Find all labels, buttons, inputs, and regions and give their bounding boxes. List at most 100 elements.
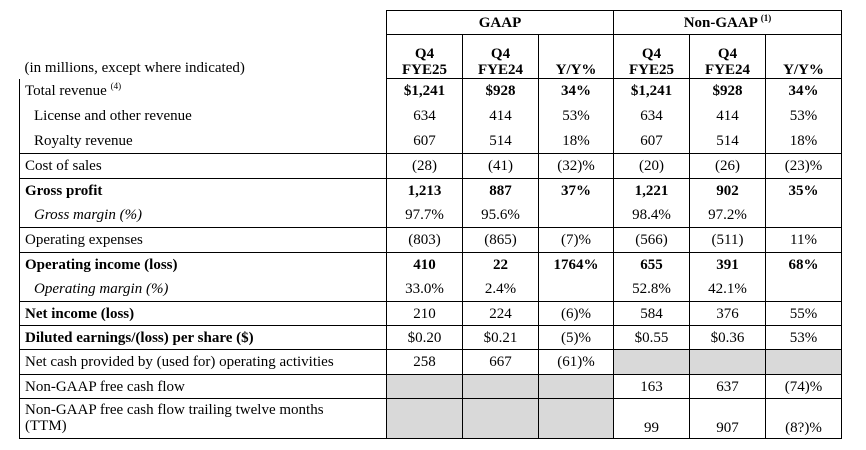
column-header-row: (in millions, except where indicated) Q4… — [20, 34, 842, 79]
table-cell: 34% — [538, 78, 614, 104]
table-cell-empty — [689, 349, 766, 375]
row-label: Gross margin (%) — [19, 202, 387, 228]
table-cell: (41) — [462, 153, 539, 179]
table-cell: 98.4% — [613, 202, 690, 228]
table-cell: 634 — [386, 103, 463, 129]
col-header-gaap-q4-fye25: Q4 FYE25 — [386, 34, 463, 79]
table-cell: 42.1% — [689, 276, 766, 302]
row-label: Royalty revenue — [19, 128, 387, 154]
table-cell: 376 — [689, 301, 766, 326]
table-cell-empty — [386, 374, 463, 399]
row-label-text: Total revenue — [25, 83, 107, 99]
row-label: Total revenue (4) — [19, 78, 387, 104]
table-cell: 55% — [765, 301, 842, 326]
row-label: Net income (loss) — [19, 301, 387, 326]
table-cell: 514 — [462, 128, 539, 154]
row-label: Non-GAAP free cash flow — [19, 374, 387, 399]
table-cell: 391 — [689, 252, 766, 277]
table-row-operating-expenses: Operating expenses (803) (865) (7)% (566… — [19, 227, 842, 253]
row-label: License and other revenue — [19, 103, 387, 129]
table-cell-empty — [538, 374, 614, 399]
col-header-line2: FYE24 — [705, 62, 750, 78]
table-cell: 35% — [765, 178, 842, 203]
col-header-line2: FYE25 — [629, 62, 674, 78]
table-cell: (74)% — [765, 374, 842, 399]
col-header-line2: FYE25 — [402, 62, 447, 78]
table-cell: 258 — [386, 349, 463, 375]
row-label: Net cash provided by (used for) operatin… — [19, 349, 387, 375]
col-header-line1: Q4 — [490, 46, 511, 62]
table-row-free-cash-flow-ttm: Non-GAAP free cash flow trailing twelve … — [19, 398, 842, 439]
table-cell: (6)% — [538, 301, 614, 326]
table-cell: 637 — [689, 374, 766, 399]
units-label: (in millions, except where indicated) — [24, 59, 245, 76]
row-footnote: (4) — [110, 81, 122, 91]
table-cell: 584 — [613, 301, 690, 326]
table-cell: 97.2% — [689, 202, 766, 228]
table-cell: 53% — [538, 103, 614, 129]
table-cell: 667 — [462, 349, 539, 375]
col-header-line1: Q4 — [414, 46, 435, 62]
row-label: Gross profit — [19, 178, 387, 203]
table-cell: 18% — [765, 128, 842, 154]
table-cell: 1764% — [538, 252, 614, 277]
table-cell: 514 — [689, 128, 766, 154]
gaap-header-text: GAAP — [478, 14, 522, 31]
table-cell: (8?)% — [765, 398, 842, 439]
table-cell: (23)% — [765, 153, 842, 179]
table-cell: $0.21 — [462, 325, 539, 350]
table-cell: 634 — [613, 103, 690, 129]
table-row-diluted-eps: Diluted earnings/(loss) per share ($) $0… — [19, 325, 842, 350]
table-cell — [765, 276, 842, 302]
table-cell: $928 — [462, 78, 539, 104]
table-cell-empty — [613, 349, 690, 375]
table-row-gross-margin: Gross margin (%) 97.7% 95.6% 98.4% 97.2% — [19, 202, 842, 228]
table-row-royalty-revenue: Royalty revenue 607 514 18% 607 514 18% — [19, 128, 842, 154]
row-label: Operating margin (%) — [19, 276, 387, 302]
table-cell: $1,241 — [386, 78, 463, 104]
row-label: Cost of sales — [19, 153, 387, 179]
table-row-license-revenue: License and other revenue 634 414 53% 63… — [19, 103, 842, 129]
table-cell-empty — [386, 398, 463, 439]
table-cell: (865) — [462, 227, 539, 253]
table-cell: 52.8% — [613, 276, 690, 302]
table-cell — [538, 202, 614, 228]
table-cell: 95.6% — [462, 202, 539, 228]
col-header-line2: Y/Y% — [783, 62, 824, 78]
table-cell: $0.55 — [613, 325, 690, 350]
table-cell: 33.0% — [386, 276, 463, 302]
table-cell: $0.20 — [386, 325, 463, 350]
table-cell — [538, 276, 614, 302]
table-cell: 907 — [689, 398, 766, 439]
col-header-nongaap-yy: Y/Y% — [765, 34, 842, 79]
table-cell: (803) — [386, 227, 463, 253]
table-cell: 902 — [689, 178, 766, 203]
table-cell: 414 — [689, 103, 766, 129]
table-cell: (511) — [689, 227, 766, 253]
table-cell: $928 — [689, 78, 766, 104]
table-cell-empty — [462, 374, 539, 399]
col-header-nongaap-q4-fye25: Q4 FYE25 — [613, 34, 690, 79]
table-cell: 607 — [386, 128, 463, 154]
table-row-net-income: Net income (loss) 210 224 (6)% 584 376 5… — [19, 301, 842, 326]
header-blank — [20, 11, 387, 35]
table-cell: 163 — [613, 374, 690, 399]
table-cell: 99 — [613, 398, 690, 439]
table-cell: 22 — [462, 252, 539, 277]
table-row-free-cash-flow: Non-GAAP free cash flow 163 637 (74)% — [19, 374, 842, 399]
table-cell: 53% — [765, 103, 842, 129]
row-label: Operating expenses — [19, 227, 387, 253]
table-cell: 1,221 — [613, 178, 690, 203]
gaap-header: GAAP — [386, 10, 614, 35]
row-label: Diluted earnings/(loss) per share ($) — [19, 325, 387, 350]
table-cell: 607 — [613, 128, 690, 154]
table-cell: 887 — [462, 178, 539, 203]
table-cell — [765, 202, 842, 228]
table-cell: 655 — [613, 252, 690, 277]
table-cell: 53% — [765, 325, 842, 350]
col-header-line1: Q4 — [717, 46, 738, 62]
col-header-nongaap-q4-fye24: Q4 FYE24 — [689, 34, 766, 79]
table-cell-empty — [538, 398, 614, 439]
financial-results-table: GAAP Non-GAAP (1) (in millions, except w… — [19, 10, 842, 439]
